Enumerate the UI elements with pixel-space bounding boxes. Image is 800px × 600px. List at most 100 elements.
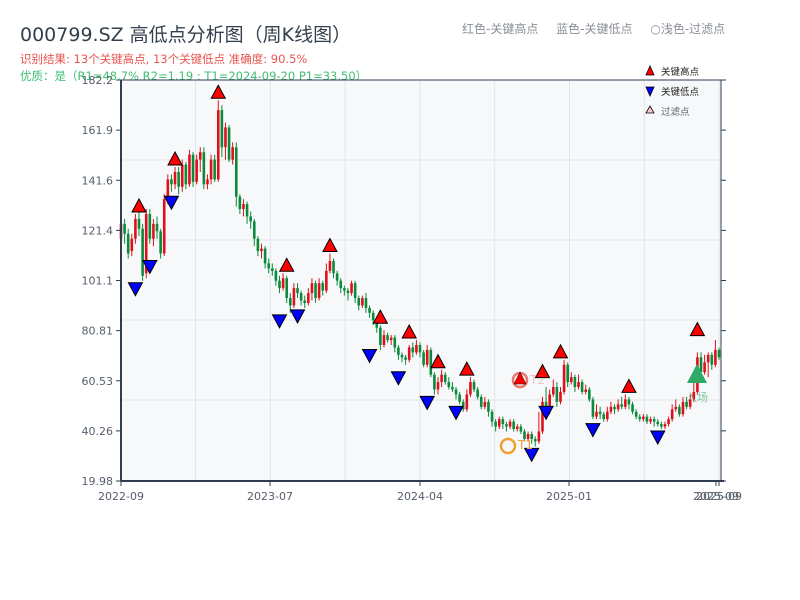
candle-body [508, 421, 512, 427]
candle-body [339, 280, 343, 289]
candle-body [152, 223, 155, 239]
candle-body [407, 347, 411, 360]
t2-triangle [513, 371, 527, 385]
candle-body [436, 382, 440, 390]
key-low-marker [585, 423, 601, 438]
candle-body [588, 389, 591, 400]
candle-body [505, 424, 508, 427]
candle-body [530, 433, 533, 439]
candle-body [191, 154, 195, 182]
candle-body [231, 147, 234, 160]
candle-body [483, 401, 487, 407]
candle-body [170, 179, 173, 185]
candle-body [469, 382, 472, 395]
candle-body [606, 411, 609, 420]
candle-body [285, 278, 289, 299]
candle-body [541, 401, 544, 432]
key-low-marker [163, 195, 180, 211]
candle-body [166, 179, 170, 200]
y-tick-label: 80.81 [82, 325, 114, 338]
candle-body [220, 110, 224, 148]
candle-body [271, 268, 274, 271]
candle-body [245, 204, 249, 217]
candle-body [717, 349, 721, 358]
candle-body [321, 283, 325, 291]
candle-body [678, 406, 681, 415]
key-low-marker [419, 395, 436, 411]
key-low-marker [523, 447, 540, 463]
candle-body [472, 382, 476, 390]
candle-body [238, 196, 242, 210]
candle-body [458, 394, 461, 402]
candle-body [620, 404, 624, 407]
candle-body [202, 152, 206, 185]
key-high-marker [167, 150, 183, 166]
entry-label: 入场 [686, 390, 708, 404]
candle-body [595, 411, 598, 417]
candle-body [443, 374, 447, 383]
candle-body [335, 273, 339, 281]
candle-body [332, 260, 335, 274]
key-high-marker [458, 361, 475, 376]
key-high-marker [210, 84, 227, 99]
legend-filtered-label: 过滤点 [661, 106, 690, 118]
candle-body [537, 431, 541, 442]
y-tick-label: 121.4 [82, 224, 114, 237]
candle-body [260, 248, 263, 252]
candle-body [674, 406, 678, 410]
candle-body [274, 270, 278, 281]
key-low-marker [127, 282, 144, 297]
candle-body [371, 312, 375, 321]
candle-body [227, 127, 231, 160]
candle-body [454, 389, 458, 395]
candle-body [512, 421, 515, 430]
key-low-marker [390, 371, 407, 386]
candle-body [353, 283, 357, 299]
candle-body [234, 147, 238, 197]
candle-body [555, 387, 559, 402]
candle-body [461, 401, 465, 410]
legend-filtered-icon [645, 105, 655, 114]
candle-body [573, 377, 577, 388]
candle-body [296, 288, 299, 294]
candle-body [162, 199, 166, 254]
candle-body [198, 152, 202, 160]
candle-body [242, 204, 245, 210]
candle-body [663, 424, 667, 427]
candle-body [263, 248, 267, 264]
candle-body [144, 213, 148, 274]
candle-body [688, 399, 692, 407]
plot-background [121, 80, 721, 481]
t1-label: T1 [517, 438, 533, 452]
candle-body [656, 421, 660, 425]
candle-body [397, 347, 400, 355]
candle-body [476, 389, 479, 397]
candle-body [570, 377, 573, 383]
candle-body [649, 419, 652, 422]
candle-body [645, 416, 649, 422]
candle-body [252, 221, 256, 239]
candle-body [400, 354, 404, 358]
candle-body [134, 218, 137, 239]
candle-body [566, 364, 569, 383]
t2-label: T2 [529, 373, 545, 387]
x-tick-label: 2022-09 [98, 490, 144, 503]
x-tick-label: 2025-01 [546, 490, 592, 503]
candle-body [501, 419, 505, 425]
key-high-marker [430, 353, 446, 369]
candle-body [267, 263, 270, 269]
candle-body [137, 218, 141, 229]
candle-body [548, 394, 551, 412]
candle-body [692, 391, 696, 400]
candle-body [497, 419, 501, 427]
candle-body [425, 349, 429, 365]
key-low-marker [361, 348, 378, 364]
key-high-marker [689, 321, 706, 337]
axes: 19.98 40.26 60.53 80.81 101.1 121.4 141.6 161.9… [82, 74, 742, 503]
candle-body [490, 411, 494, 422]
candle-body [281, 278, 285, 289]
candle-body [375, 320, 379, 328]
candle-body [609, 406, 613, 412]
candle-body [195, 159, 198, 182]
x-tick-label: 2023-07 [247, 490, 293, 503]
